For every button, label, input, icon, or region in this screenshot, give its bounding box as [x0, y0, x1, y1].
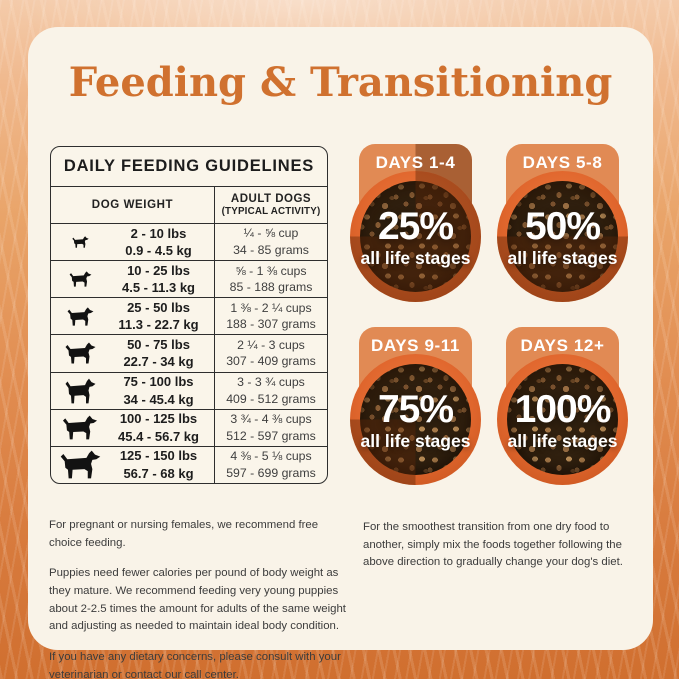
dog-icon	[67, 307, 93, 326]
weight-cell: 25 - 50 lbs 11.3 - 22.7 kg	[51, 298, 214, 334]
note-puppies: Puppies need fewer calories per pound of…	[49, 567, 346, 633]
transition-step-days-12plus: DAYS 12+ 100% all life stages	[496, 327, 629, 487]
weight-cell: 100 - 125 lbs 45.4 - 56.7 kg	[51, 410, 214, 446]
mix-shade-overlay	[497, 171, 628, 302]
kibble-texture	[360, 364, 471, 475]
kibble-texture	[507, 181, 618, 292]
adult-dogs-label: ADULT DOGS	[230, 193, 312, 205]
weight-kg: 22.7 - 34 kg	[123, 354, 194, 370]
weight-kg: 34 - 45.4 kg	[123, 391, 194, 407]
mix-sublabel: all life stages	[360, 430, 471, 451]
amount-cups: 2 ¼ - 3 cups	[237, 337, 305, 352]
note-dietary: If you have any dietary concerns, please…	[49, 651, 341, 679]
weight-cell: 2 - 10 lbs 0.9 - 4.5 kg	[51, 224, 214, 260]
food-bowl: 75% all life stages	[350, 354, 481, 485]
amount-cell: 4 ⅜ - 5 ⅛ cups 597 - 699 grams	[214, 446, 327, 483]
table-header-row: DOG WEIGHT ADULT DOGS (TYPICAL ACTIVITY)	[51, 186, 327, 223]
table-row: 125 - 150 lbs 56.7 - 68 kg 4 ⅜ - 5 ⅛ cups…	[51, 445, 327, 483]
weight-kg: 56.7 - 68 kg	[123, 465, 194, 481]
table-row: 10 - 25 lbs 4.5 - 11.3 kg ⅝ - 1 ⅜ cups 85…	[51, 260, 327, 298]
weight-kg: 45.4 - 56.7 kg	[118, 428, 199, 444]
table-row: 50 - 75 lbs 22.7 - 34 kg 2 ¼ - 3 cups 307…	[51, 334, 327, 372]
amount-cell: 3 - 3 ¾ cups 409 - 512 grams	[214, 372, 327, 409]
mix-shade-overlay	[350, 171, 481, 302]
food-bowl: 50% all life stages	[497, 171, 628, 302]
weight-kg: 4.5 - 11.3 kg	[122, 280, 195, 296]
mix-shade-overlay	[497, 354, 628, 485]
transition-step-days-1-4: DAYS 1-4 25% all life stages	[349, 144, 482, 304]
amount-cell: 2 ¼ - 3 cups 307 - 409 grams	[214, 335, 327, 372]
typical-activity-label: (TYPICAL ACTIVITY)	[221, 206, 321, 217]
amount-grams: 85 - 188 grams	[229, 280, 313, 295]
mix-percent: 100%	[514, 387, 612, 431]
days-label: DAYS 12+	[520, 336, 605, 355]
amount-cell: ¼ - ⅝ cup 34 - 85 grams	[214, 224, 327, 261]
amount-grams: 597 - 699 grams	[226, 465, 316, 480]
weight-cell: 50 - 75 lbs 22.7 - 34 kg	[51, 335, 214, 371]
mix-shade-overlay	[350, 354, 481, 485]
weight-lbs: 2 - 10 lbs	[130, 225, 187, 241]
days-label: DAYS 1-4	[375, 153, 456, 172]
kibble-texture	[507, 364, 618, 475]
food-bowl: 100% all life stages	[497, 354, 628, 485]
dog-icon	[65, 342, 95, 364]
transition-step-days-9-11: DAYS 9-11 75% all life stages	[349, 327, 482, 487]
amount-cell: 1 ⅜ - 2 ¼ cups 188 - 307 grams	[214, 298, 327, 335]
weight-lbs: 50 - 75 lbs	[127, 336, 190, 352]
mix-sublabel: all life stages	[507, 430, 618, 451]
table-row: 75 - 100 lbs 34 - 45.4 kg 3 - 3 ¾ cups 40…	[51, 371, 327, 409]
dog-icon	[62, 415, 98, 440]
weight-cell: 75 - 100 lbs 34 - 45.4 kg	[51, 373, 214, 409]
weight-kg: 11.3 - 22.7 kg	[118, 317, 199, 333]
page-title: Feeding & Transitioning	[68, 59, 613, 106]
weight-lbs: 25 - 50 lbs	[127, 299, 190, 315]
amount-cups: 3 ¾ - 4 ⅜ cups	[230, 412, 312, 427]
days-label: DAYS 5-8	[522, 153, 603, 172]
amount-grams: 188 - 307 grams	[226, 317, 316, 332]
info-card: Feeding & Transitioning DAILY FEEDING GU…	[28, 27, 653, 679]
amount-grams: 512 - 597 grams	[226, 428, 316, 443]
transition-step-days-5-8: DAYS 5-8 50% all life stages	[496, 144, 629, 304]
dog-icon	[60, 451, 100, 479]
note-pregnant: For pregnant or nursing females, we reco…	[49, 519, 319, 549]
amount-cups: 1 ⅜ - 2 ¼ cups	[230, 300, 312, 315]
column-header-dog-weight: DOG WEIGHT	[91, 199, 174, 211]
mix-percent: 75%	[377, 387, 454, 431]
amount-grams: 34 - 85 grams	[233, 243, 309, 258]
weight-lbs: 75 - 100 lbs	[123, 374, 194, 390]
table-title: DAILY FEEDING GUIDELINES	[63, 157, 315, 175]
weight-kg: 0.9 - 4.5 kg	[125, 243, 192, 259]
days-label: DAYS 9-11	[371, 336, 460, 355]
feeding-notes: For pregnant or nursing females, we reco…	[49, 517, 349, 679]
mix-percent: 50%	[524, 204, 601, 248]
mix-sublabel: all life stages	[360, 247, 471, 268]
amount-cups: ⅝ - 1 ⅜ cups	[235, 263, 307, 278]
food-bowl: 25% all life stages	[350, 171, 481, 302]
daily-feeding-guidelines-table: DAILY FEEDING GUIDELINES DOG WEIGHT ADUL…	[50, 146, 328, 484]
amount-cell: 3 ¾ - 4 ⅜ cups 512 - 597 grams	[214, 409, 327, 446]
table-row: 100 - 125 lbs 45.4 - 56.7 kg 3 ¾ - 4 ⅜ cu…	[51, 408, 327, 446]
weight-cell: 125 - 150 lbs 56.7 - 68 kg	[51, 447, 214, 483]
amount-cups: ¼ - ⅝ cup	[243, 226, 299, 241]
weight-lbs: 100 - 125 lbs	[119, 411, 198, 427]
amount-cups: 3 - 3 ¾ cups	[237, 375, 305, 390]
weight-cell: 10 - 25 lbs 4.5 - 11.3 kg	[51, 261, 214, 297]
mix-sublabel: all life stages	[507, 247, 618, 268]
amount-grams: 409 - 512 grams	[226, 391, 316, 406]
amount-grams: 307 - 409 grams	[226, 354, 316, 369]
column-header-adult-dogs: ADULT DOGS (TYPICAL ACTIVITY)	[214, 187, 327, 223]
table-row: 25 - 50 lbs 11.3 - 22.7 kg 1 ⅜ - 2 ¼ cups…	[51, 297, 327, 335]
dog-icon	[71, 236, 89, 248]
amount-cups: 4 ⅜ - 5 ⅛ cups	[230, 449, 312, 464]
dog-icon	[65, 378, 95, 404]
table-row: 2 - 10 lbs 0.9 - 4.5 kg ¼ - ⅝ cup 34 - 85…	[51, 223, 327, 261]
transition-note: For the smoothest transition from one dr…	[363, 521, 623, 569]
weight-lbs: 10 - 25 lbs	[127, 262, 190, 278]
kibble-texture	[360, 181, 471, 292]
transition-steps: DAYS 1-4 25% all life stages DAYS 5-8	[349, 144, 630, 487]
weight-lbs: 125 - 150 lbs	[119, 448, 198, 464]
amount-cell: ⅝ - 1 ⅜ cups 85 - 188 grams	[214, 261, 327, 298]
mix-percent: 25%	[377, 204, 454, 248]
dog-icon	[69, 271, 91, 287]
